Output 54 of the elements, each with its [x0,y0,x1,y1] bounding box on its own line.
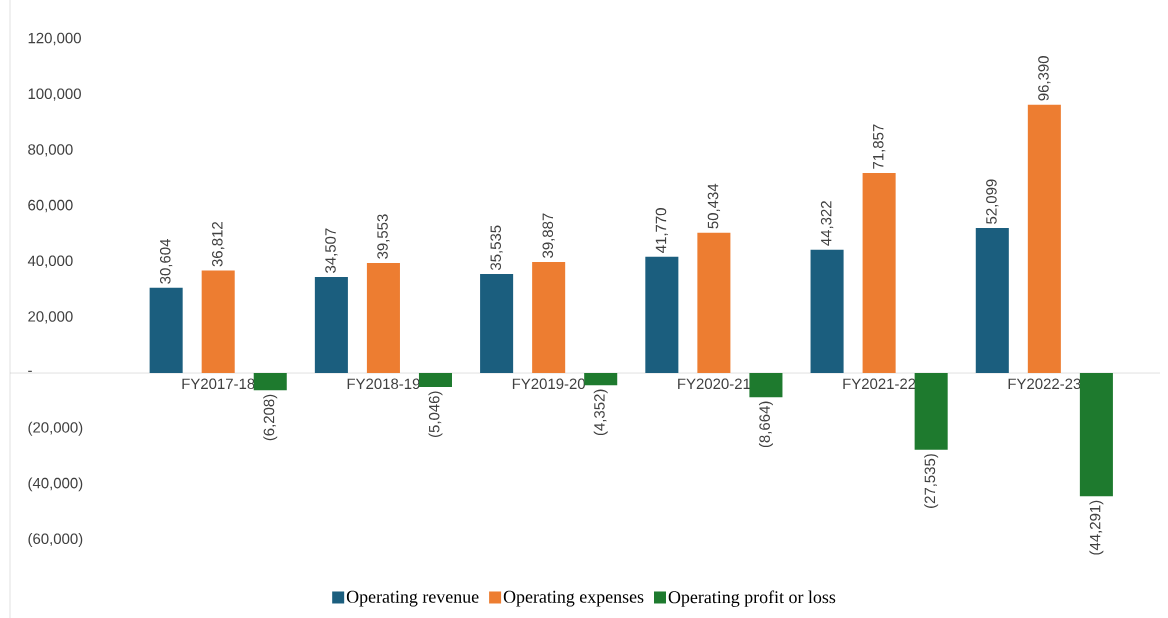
y-tick-label: (60,000) [28,533,83,548]
data-label: (4,352) [593,389,608,436]
bar [584,373,618,386]
data-label: 41,770 [655,208,669,253]
data-label: (44,291) [1089,500,1104,555]
bar [253,373,287,391]
legend-label: Operating profit or loss [668,590,836,607]
bar [697,232,731,374]
bar [914,373,948,450]
bar [975,227,1009,374]
bar [645,256,679,374]
legend-label: Operating expenses [503,590,644,607]
bar [314,276,348,374]
y-tick-label: 40,000 [27,255,73,268]
x-tick-label: FY2019-20 [512,378,586,390]
x-tick-label: FY2021-22 [843,378,916,390]
data-label: 34,507 [325,228,338,273]
legend-label: Operating revenue [346,590,479,607]
data-label: (8,664) [758,401,773,448]
x-tick-label: FY2017-18 [182,378,255,390]
x-tick-label: FY2022-23 [1008,378,1081,390]
data-label: 35,535 [490,225,503,271]
y-tick-label: 80,000 [28,144,73,157]
y-tick-label: 20,000 [28,311,73,324]
bar [862,172,896,374]
x-tick-label: FY2018-19 [347,378,420,390]
data-label: (5,046) [428,391,443,438]
data-label: 44,322 [820,201,834,246]
y-tick-label: (20,000) [28,421,83,436]
bar [418,373,452,388]
data-label: 30,604 [159,239,173,284]
data-label: 36,812 [212,222,225,267]
bar [532,261,566,374]
y-tick-label: - [28,370,32,372]
data-label: 39,887 [542,213,555,258]
data-label: (6,208) [263,394,278,441]
bar [149,287,183,374]
data-label: 71,857 [872,124,886,169]
bar [1079,373,1113,497]
data-label: 39,553 [377,214,390,259]
bar [1027,104,1061,374]
bar [480,274,514,374]
y-tick-label: (40,000) [28,477,83,492]
y-tick-label: 100,000 [28,88,81,101]
bar [201,270,235,374]
data-label: 96,390 [1038,56,1051,101]
data-label: (27,535) [924,454,939,508]
bar [749,373,783,398]
bar [810,249,844,374]
y-tick-label: 120,000 [28,32,81,46]
y-tick-label: 60,000 [28,199,73,213]
data-label: 52,099 [986,179,999,224]
bar [366,262,400,374]
data-label: 50,434 [707,183,721,229]
